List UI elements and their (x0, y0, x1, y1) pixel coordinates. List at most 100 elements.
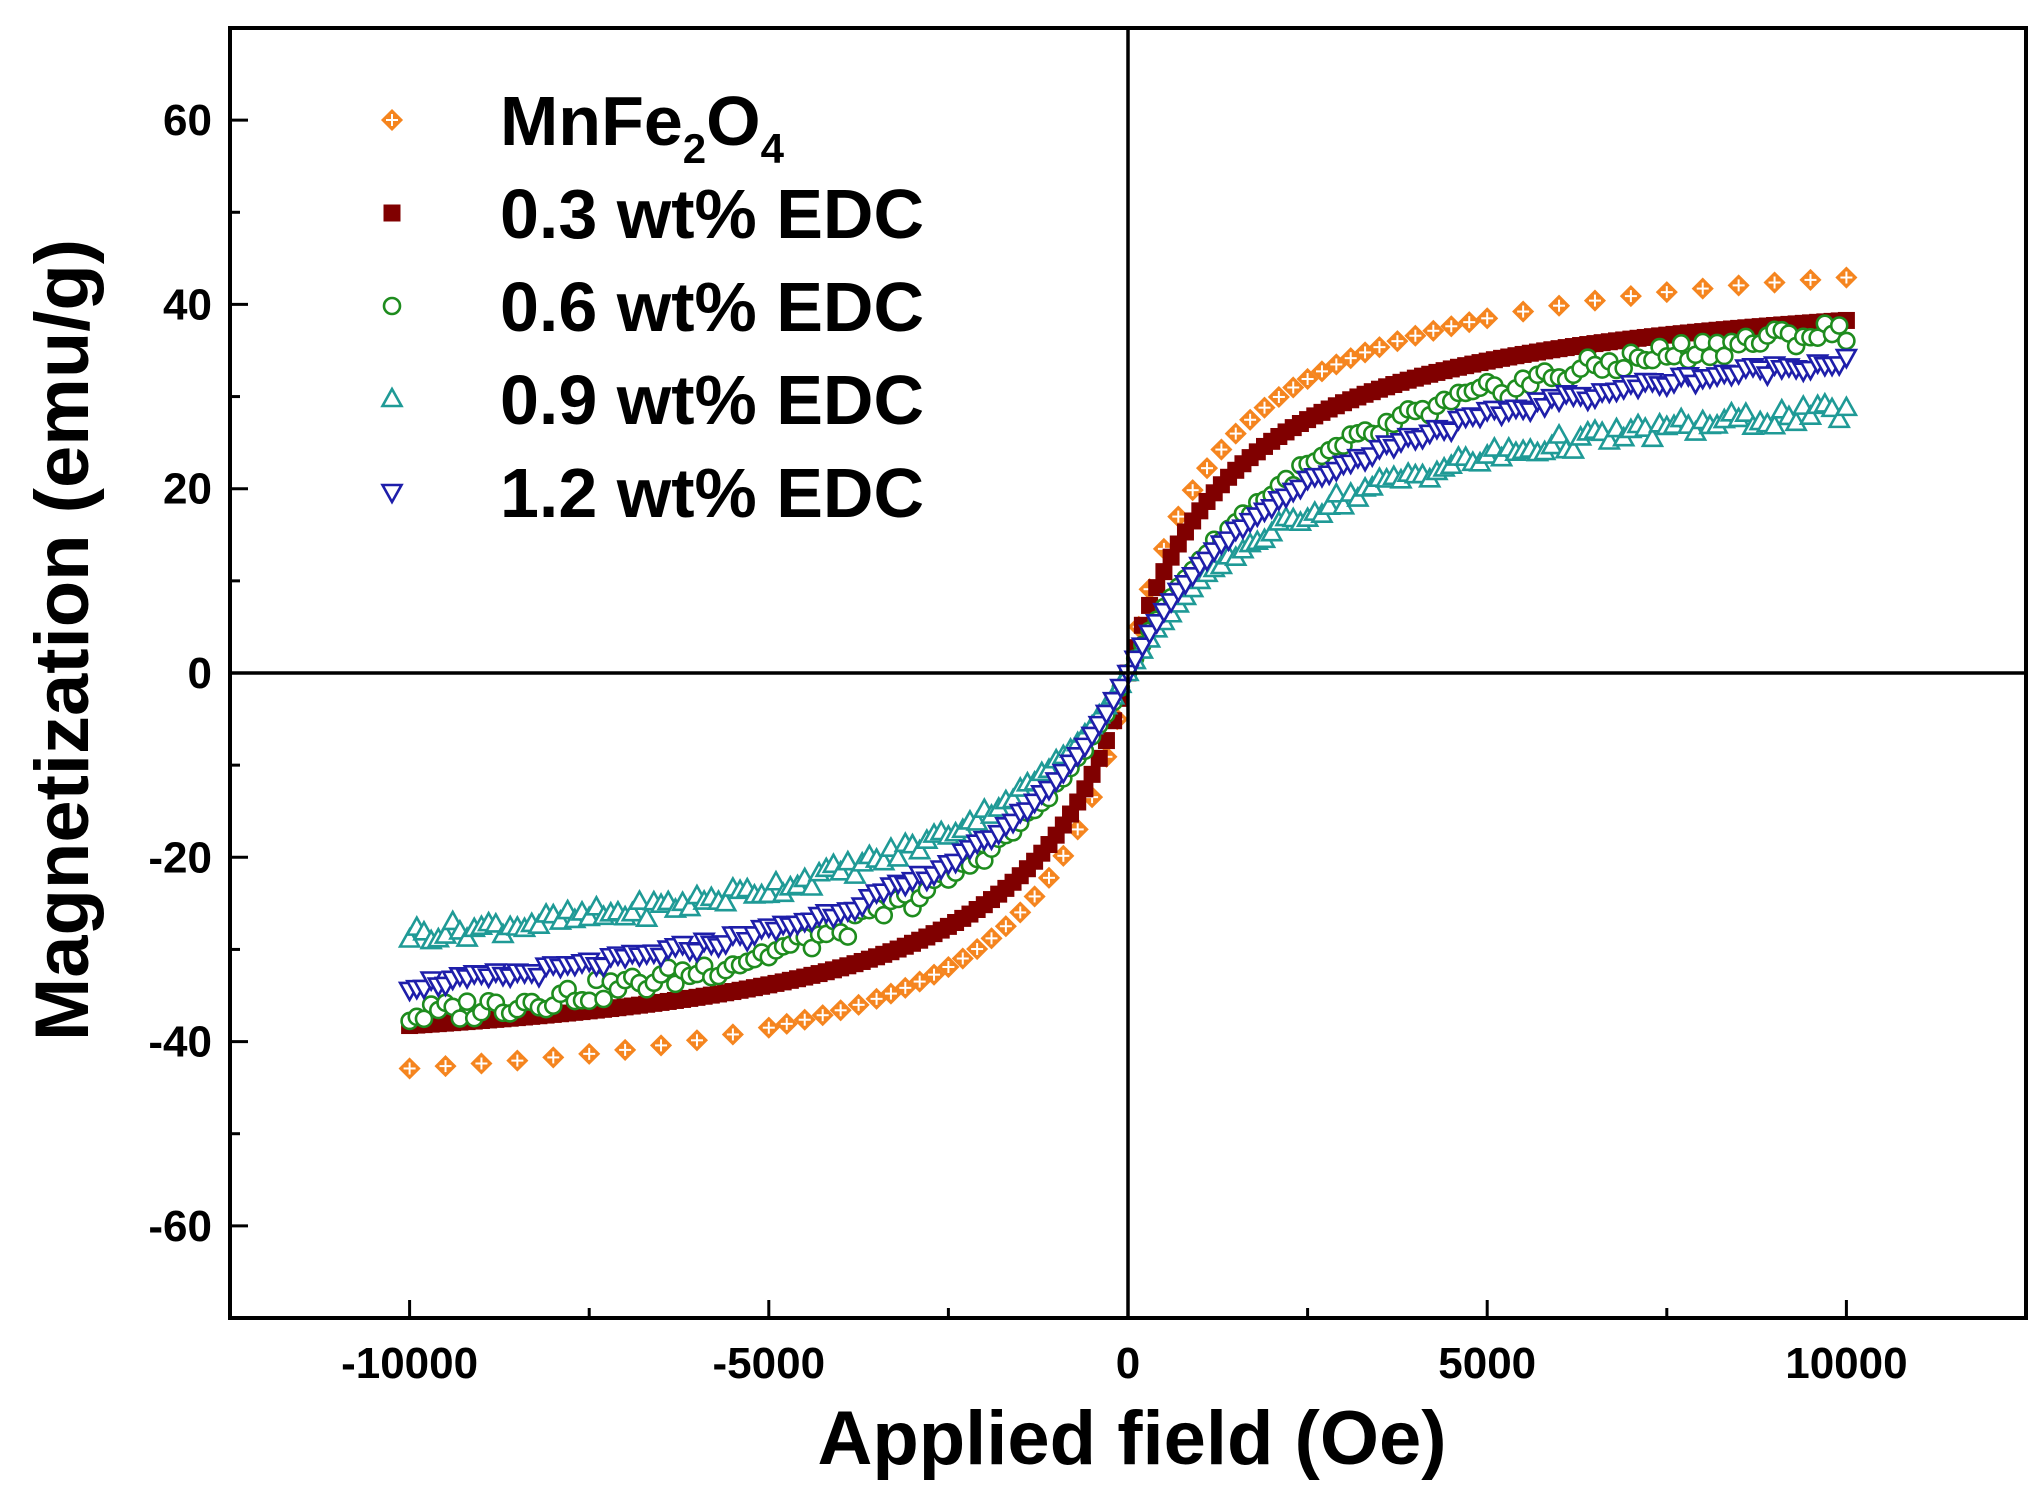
data-point (764, 869, 788, 891)
legend-item-4: 0.9 wt% EDC (380, 361, 924, 439)
data-point (614, 1038, 637, 1061)
y-tick-label: 20 (163, 465, 212, 514)
data-point (1834, 395, 1859, 417)
data-point (577, 905, 601, 927)
data-point (1614, 358, 1633, 378)
axes-layer: -10000 -5000 0 5000 10000 -60 -40 -20 0 20 40 60 (148, 26, 2028, 1388)
legend-item-2: 0.3 wt% EDC (383, 175, 924, 253)
legend-label: 0.9 wt% EDC (500, 361, 924, 439)
y-tick-label: -20 (148, 833, 212, 882)
data-point (1763, 271, 1786, 294)
data-point (1799, 268, 1822, 291)
y-axis-title: Magnetization (emu/g) (20, 239, 105, 1041)
legend-marker (380, 483, 404, 505)
data-point (1734, 401, 1758, 423)
series-5 (397, 348, 1859, 1003)
data-point (1083, 765, 1101, 783)
data-point (908, 970, 931, 993)
data-point (1310, 360, 1334, 383)
data-point (1422, 319, 1445, 342)
legend-item-1: MnFe2O4 (380, 82, 785, 172)
data-point (1130, 637, 1155, 659)
data-point (713, 890, 738, 912)
data-point (1386, 330, 1409, 353)
data-point (1239, 408, 1262, 431)
data-point (1282, 376, 1305, 399)
data-point (1155, 563, 1173, 581)
data-point (907, 838, 932, 860)
data-point (1458, 311, 1481, 334)
legend-label: 1.2 wt% EDC (500, 454, 924, 532)
data-point (1619, 285, 1642, 308)
data-point (1640, 426, 1665, 448)
data-point (1476, 307, 1499, 330)
data-point (620, 900, 645, 922)
data-point (1561, 437, 1586, 459)
series-2 (401, 311, 1855, 1035)
data-point (1346, 485, 1370, 507)
data-point (1267, 385, 1290, 409)
legend-marker (380, 108, 404, 132)
data-point (634, 905, 659, 927)
data-point (828, 859, 853, 881)
data-point (800, 874, 824, 896)
data-point (1181, 479, 1204, 502)
data-point (922, 963, 946, 986)
data-point (470, 1052, 493, 1075)
data-point (1210, 438, 1233, 461)
x-tick-label: 5000 (1438, 1339, 1536, 1388)
x-tick-label: 10000 (1785, 1339, 1907, 1388)
x-tick-label: -10000 (341, 1339, 478, 1388)
x-tick-label: -5000 (713, 1339, 826, 1388)
legend-item-3: 0.6 wt% EDC (382, 268, 924, 346)
data-point (1090, 749, 1108, 767)
data-point (1404, 324, 1427, 347)
data-point (1439, 422, 1463, 444)
data-point (1837, 331, 1856, 351)
data-point (1798, 403, 1823, 425)
data-point (542, 1046, 565, 1069)
data-point (1540, 433, 1564, 455)
y-tick-label: -40 (148, 1018, 212, 1067)
data-point (1324, 481, 1349, 503)
data-point (1195, 457, 1219, 480)
y-tick-label: 40 (163, 280, 212, 329)
x-tick-label: 0 (1116, 1339, 1140, 1388)
data-point (1123, 650, 1147, 672)
series-4 (397, 391, 1859, 950)
data-point (685, 1029, 709, 1052)
data-point (1829, 316, 1849, 335)
data-layer (397, 266, 1859, 1080)
y-tick-label: -60 (148, 1202, 212, 1251)
data-point (1440, 315, 1463, 338)
data-point (757, 1016, 780, 1039)
data-point (838, 927, 858, 946)
data-point (1087, 715, 1111, 737)
data-point (1009, 901, 1032, 924)
data-point (1296, 367, 1319, 391)
data-point (1655, 281, 1678, 304)
data-point (578, 1042, 601, 1065)
legend-marker (382, 296, 402, 316)
data-point (1727, 274, 1750, 297)
y-tick-label: 60 (163, 96, 212, 145)
data-point (649, 1034, 673, 1057)
data-point (836, 849, 860, 871)
data-point (1109, 678, 1133, 700)
data-point (1834, 348, 1859, 370)
data-point (874, 905, 894, 925)
data-point (1827, 407, 1851, 429)
data-point (398, 1057, 421, 1080)
data-point (1547, 294, 1571, 317)
data-point (980, 927, 1003, 950)
data-point (1583, 289, 1607, 312)
data-point (414, 1009, 434, 1029)
data-point (506, 1049, 529, 1072)
data-point (1512, 300, 1535, 323)
legend-marker (383, 204, 401, 222)
data-point (1145, 614, 1169, 635)
data-point (757, 882, 781, 904)
data-point (594, 989, 613, 1009)
data-point (829, 999, 852, 1022)
